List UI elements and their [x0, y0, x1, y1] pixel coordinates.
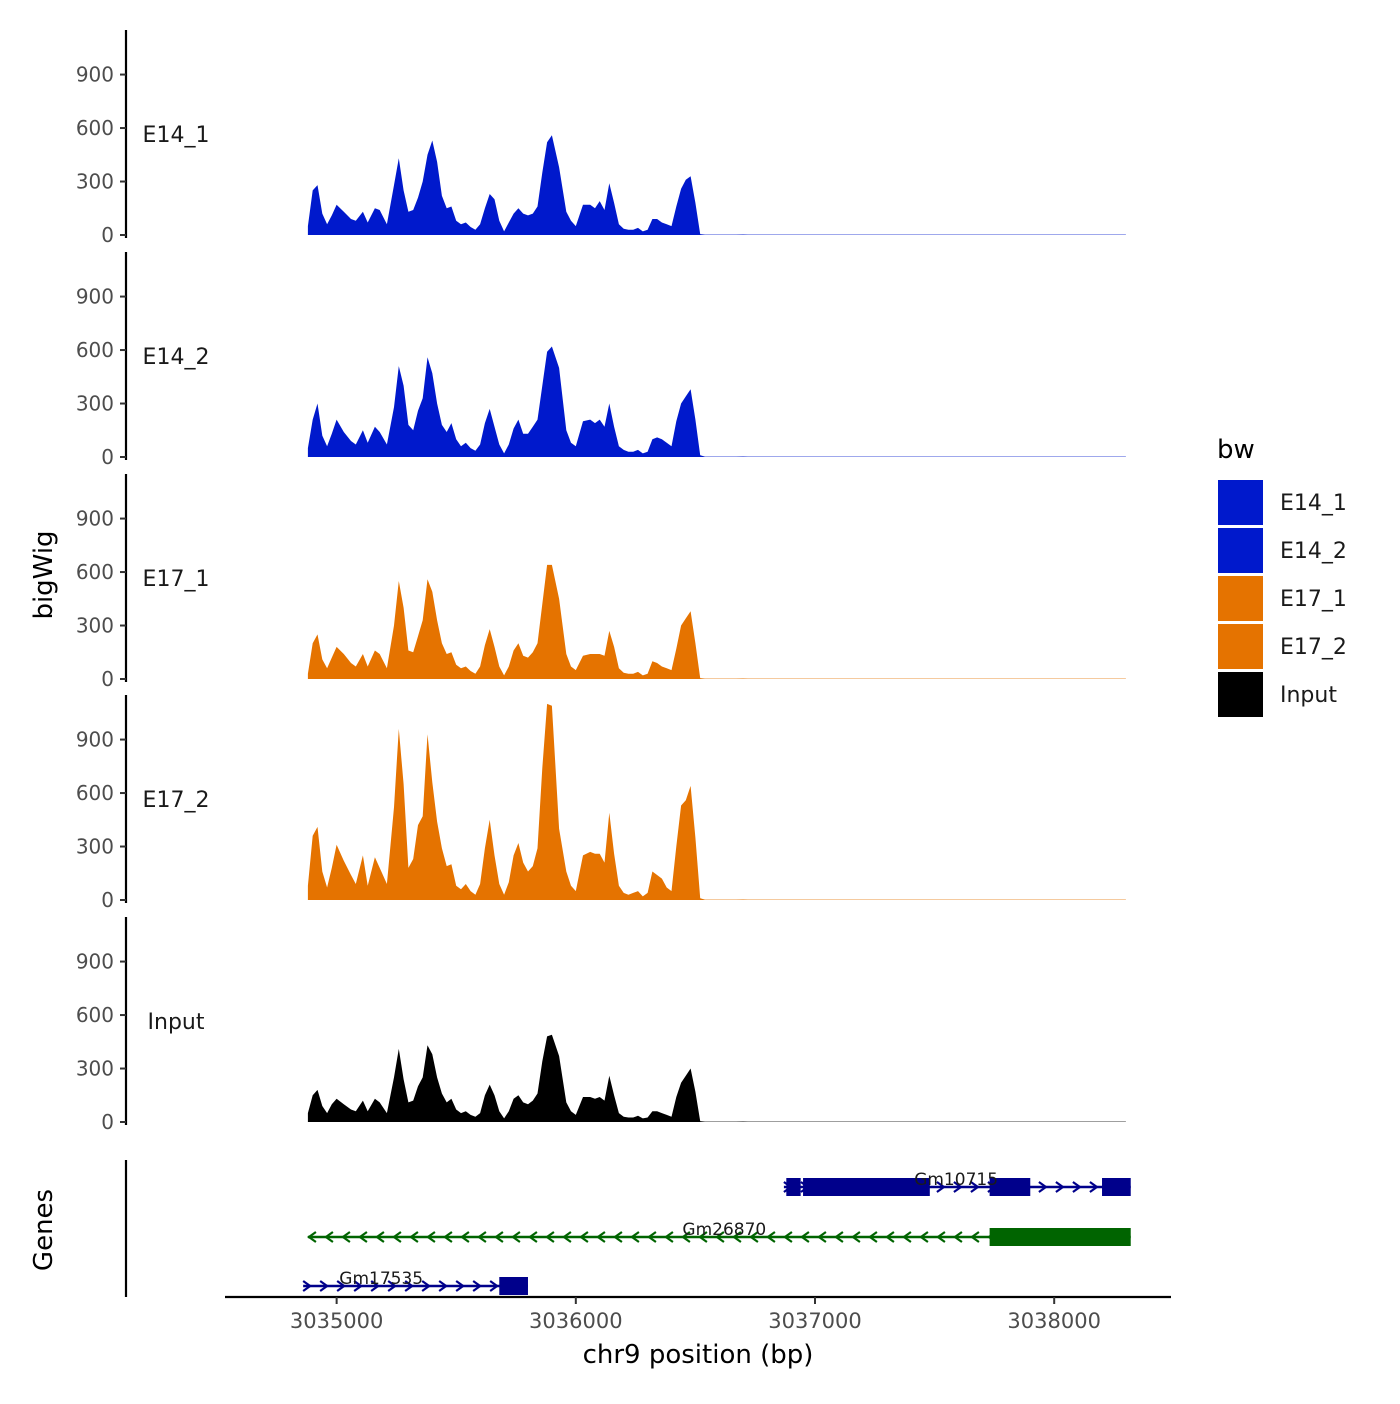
track-panel-e14-2: 0 300 600 900 E14_2 [76, 252, 1126, 469]
track-label: E14_2 [143, 345, 210, 370]
gene-exon [989, 1178, 1031, 1196]
track-panel-e14-1: 0 300 600 900 E14_1 [76, 30, 1126, 247]
legend-label: E17_1 [1280, 587, 1347, 612]
gene-exon [803, 1178, 930, 1196]
coverage-area-input [307, 1034, 1126, 1122]
x-axis: 3035000 3036000 3037000 3038000 [225, 1295, 1171, 1333]
gene-gm10715: Gm10715 [783, 1170, 1131, 1196]
y-tick-label: 300 [76, 392, 114, 416]
y-tick-label: 900 [76, 63, 114, 87]
track-panel-e17-2: 0 300 600 900 E17_2 [76, 695, 1126, 912]
y-tick-label: 600 [76, 781, 114, 805]
track-label: E17_2 [143, 788, 210, 813]
y-tick-label: 600 [76, 1003, 114, 1027]
legend-swatch [1218, 672, 1263, 717]
legend-label: Input [1280, 683, 1337, 708]
coverage-area-e17-1 [307, 564, 1126, 679]
y-tick-label: 600 [76, 116, 114, 140]
y-tick-label: 0 [101, 888, 114, 912]
gene-exon [1102, 1178, 1131, 1196]
x-tick-label: 3035000 [290, 1309, 384, 1333]
y-tick-label: 900 [76, 285, 114, 309]
genes-track-title: Genes [29, 1189, 59, 1271]
track-panel-input: 0 300 600 900 Input [76, 917, 1126, 1134]
legend-swatch [1218, 624, 1263, 669]
y-tick-label: 0 [101, 667, 114, 691]
x-axis-title: chr9 position (bp) [583, 1340, 814, 1370]
y-tick-label: 0 [101, 223, 114, 247]
track-label: Input [148, 1010, 205, 1035]
gene-strand-arrows [302, 1280, 517, 1292]
legend-title: bw [1217, 435, 1255, 465]
gene-track: Gm10715 Gm26870 Gm17535 [124, 1160, 1131, 1297]
gene-gm17535: Gm17535 [302, 1269, 528, 1295]
legend-label: E17_2 [1280, 635, 1347, 660]
track-panels: 0 300 600 900 E14_1 0 300 600 900 E14_2 0 300 600 900… [76, 30, 1126, 1134]
y-tick-label: 900 [76, 950, 114, 974]
x-tick-label: 3037000 [768, 1309, 862, 1333]
y-tick-label: 900 [76, 728, 114, 752]
y-tick-label: 0 [101, 1110, 114, 1134]
gene-exon [786, 1178, 801, 1196]
gene-label: Gm17535 [339, 1269, 423, 1289]
y-tick-label: 300 [76, 170, 114, 194]
track-label: E14_1 [143, 123, 210, 148]
y-tick-label: 0 [101, 445, 114, 469]
gene-label: Gm26870 [682, 1220, 766, 1240]
legend-swatch [1218, 528, 1263, 573]
gene-label: Gm10715 [914, 1170, 998, 1190]
y-tick-label: 900 [76, 507, 114, 531]
y-tick-label: 300 [76, 614, 114, 638]
gene-exon [499, 1277, 528, 1295]
x-tick-label: 3036000 [529, 1309, 623, 1333]
legend-swatch [1218, 480, 1263, 525]
y-tick-label: 600 [76, 560, 114, 584]
y-axis-title: bigWig [29, 530, 59, 619]
gene-exon [989, 1228, 1131, 1246]
track-panel-e17-1: 0 300 600 900 E17_1 [76, 474, 1126, 691]
legend-label: E14_1 [1280, 491, 1347, 516]
coverage-area-e14-1 [307, 135, 1126, 235]
coverage-area-e14-2 [307, 346, 1126, 457]
y-tick-label: 300 [76, 835, 114, 859]
coverage-area-e17-2 [307, 703, 1126, 900]
y-tick-label: 300 [76, 1057, 114, 1081]
gene-gm26870: Gm26870 [307, 1220, 1131, 1246]
x-tick-label: 3038000 [1007, 1309, 1101, 1333]
track-label: E17_1 [143, 567, 210, 592]
legend-label: E14_2 [1280, 539, 1347, 564]
legend-swatch [1218, 576, 1263, 621]
y-tick-label: 600 [76, 338, 114, 362]
legend: E14_1 E14_2 E17_1 E17_2 Input [1218, 480, 1347, 717]
